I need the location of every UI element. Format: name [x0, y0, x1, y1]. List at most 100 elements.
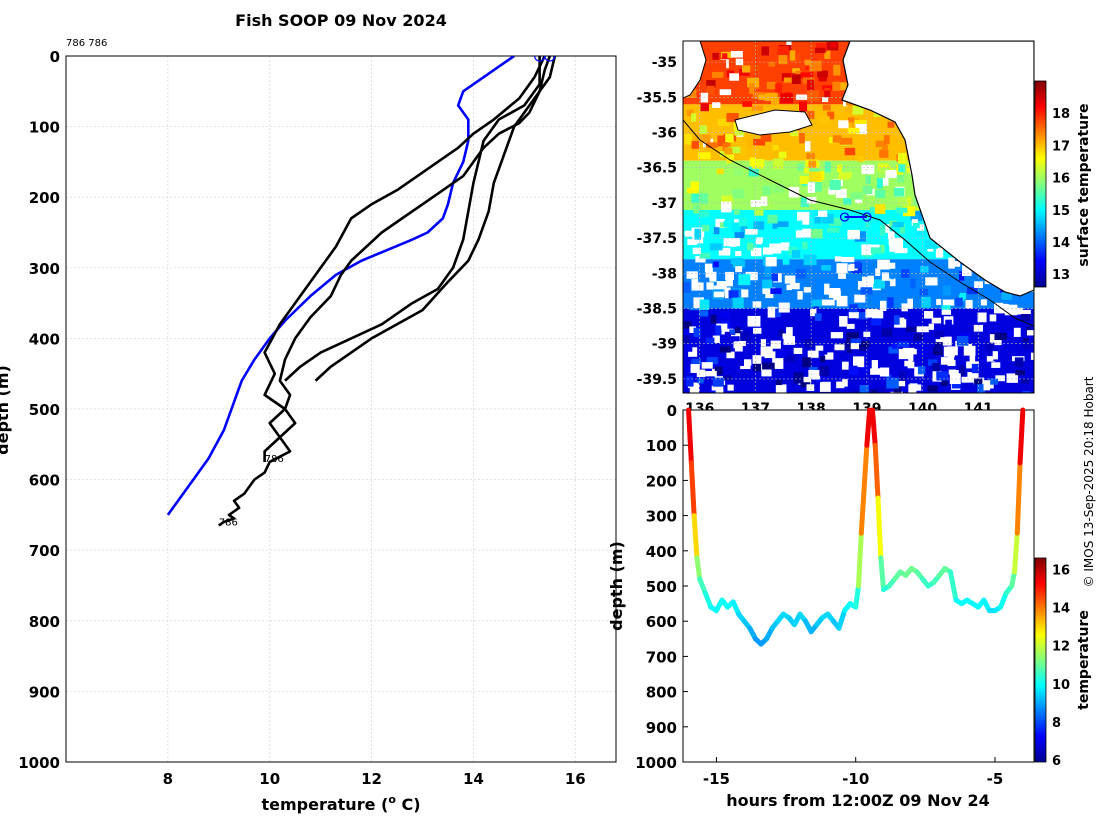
- sst-pixel: [762, 362, 775, 370]
- sst-pixel: [808, 160, 817, 168]
- timeseries-y-tick-label: 500: [646, 578, 677, 596]
- sst-pixel: [793, 347, 803, 354]
- sst-pixel: [828, 217, 842, 227]
- timeseries-x-label: hours from 12:00Z 09 Nov 24: [726, 791, 989, 810]
- timeseries-segment-dive-2: [1017, 407, 1026, 466]
- sst-pixel: [797, 163, 804, 171]
- sst-pixel: [720, 311, 730, 319]
- sst-pixel: [722, 142, 731, 152]
- sst-pixel: [713, 291, 724, 298]
- sst-pixel: [715, 325, 722, 336]
- sst-pixel: [778, 151, 787, 159]
- sst-pixel: [879, 367, 890, 377]
- sst-pixel: [719, 60, 727, 71]
- sst-pixel: [859, 385, 869, 393]
- sst-pixel: [858, 345, 868, 351]
- sst-pixel: [835, 188, 847, 198]
- sst-pixel: [947, 346, 958, 356]
- profile-x-tick-label: 14: [463, 770, 484, 788]
- map-y-tick-label: -38: [652, 266, 677, 282]
- sst-pixel: [713, 227, 720, 235]
- sst-pixel: [892, 221, 904, 228]
- sst-pixel: [869, 207, 878, 213]
- sst-pixel: [724, 147, 733, 155]
- sst-pixel: [770, 308, 781, 318]
- sst-pixel: [888, 346, 899, 354]
- sst-pixel: [1033, 315, 1034, 326]
- timeseries-segment-dive-1: [688, 460, 697, 519]
- sst-pixel: [807, 90, 820, 102]
- sst-pixel: [857, 281, 870, 290]
- sst-pixel: [894, 248, 908, 254]
- sst-pixel: [734, 231, 745, 239]
- sst-pixel: [870, 247, 883, 254]
- sst-pixel: [1001, 292, 1013, 300]
- sst-pixel: [776, 221, 789, 228]
- profile-x-tick-label: 16: [565, 770, 586, 788]
- timeseries-segment-dive-2: [875, 495, 884, 561]
- sst-pixel: [846, 332, 859, 340]
- sst-pixel: [870, 389, 878, 393]
- sst-pixel: [773, 158, 784, 170]
- sst-pixel: [733, 169, 743, 176]
- sst-pixel: [794, 391, 800, 393]
- sst-pixel: [893, 315, 900, 325]
- temperature-colorbar-label: temperature: [1076, 610, 1092, 710]
- track-position-marker: [862, 212, 872, 222]
- sst-pixel: [768, 61, 776, 67]
- profile-y-tick-label: 900: [29, 683, 60, 701]
- sst-pixel: [711, 385, 724, 393]
- sst-pixel: [864, 221, 871, 228]
- sst-pixel: [819, 365, 830, 376]
- sst-pixel: [740, 331, 751, 341]
- sst-pixel: [806, 384, 815, 391]
- timeseries-segment-dive-1: [697, 576, 708, 596]
- sst-pixel: [712, 377, 724, 387]
- sst-pixel: [916, 346, 929, 357]
- sst-pixel: [1021, 378, 1030, 384]
- sst-pixel: [934, 330, 945, 338]
- sst-pixel: [696, 92, 703, 98]
- sst-pixel: [847, 127, 860, 134]
- sst-pixel: [941, 305, 951, 311]
- sst-pixel: [753, 363, 762, 372]
- sst-pixel: [846, 323, 855, 329]
- sst-pixel: [849, 304, 858, 313]
- sst-pixel: [905, 326, 919, 333]
- sst-pixel: [760, 339, 766, 347]
- sst-pixel: [722, 53, 728, 60]
- sst-pixel: [766, 81, 777, 90]
- sst-pixel: [851, 390, 864, 393]
- sst-pixel: [799, 175, 809, 185]
- sst-pixel: [898, 164, 905, 173]
- sst-pixel: [847, 117, 855, 123]
- sst-pixel: [683, 388, 690, 393]
- sst-pixel: [896, 175, 905, 183]
- profile-annotation: 786: [219, 517, 238, 528]
- sst-pixel: [817, 70, 829, 78]
- sst-pixel: [887, 231, 895, 240]
- sst-pixel: [883, 224, 890, 233]
- sst-pixel: [795, 269, 806, 279]
- sst-pixel: [1020, 313, 1031, 321]
- sst-pixel: [761, 369, 772, 377]
- sst-pixel: [821, 264, 832, 271]
- sst-pixel: [881, 144, 888, 152]
- sst-pixel: [936, 298, 942, 306]
- sst-pixel: [692, 247, 701, 255]
- sst-pixel: [908, 384, 922, 393]
- sst-pixel: [762, 247, 773, 255]
- sst-pixel: [749, 83, 755, 94]
- timeseries-segment-dive-1: [702, 590, 714, 610]
- sst-pixel: [956, 336, 969, 346]
- sst-pixel: [932, 362, 940, 372]
- sst-pixel: [809, 372, 818, 380]
- sst-pixel: [722, 375, 733, 381]
- sst-pixel: [826, 227, 840, 233]
- sst-pixel: [802, 214, 810, 225]
- sst-pixel: [899, 224, 905, 234]
- profile-x-label: temperature (o C): [261, 793, 420, 814]
- sst-pixel: [737, 223, 748, 232]
- sst-pixel: [876, 178, 883, 189]
- sst-pixel: [966, 287, 978, 295]
